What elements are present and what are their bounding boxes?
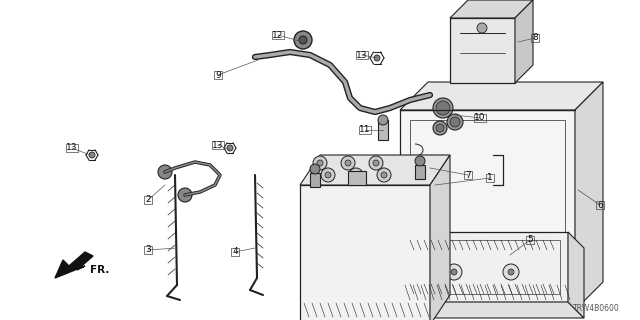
Circle shape: [377, 168, 391, 182]
Bar: [406, 240, 560, 294]
Circle shape: [433, 121, 447, 135]
Circle shape: [373, 160, 379, 166]
Text: 6: 6: [597, 201, 603, 210]
Bar: [474, 114, 486, 122]
Polygon shape: [300, 155, 450, 185]
Circle shape: [178, 188, 192, 202]
Text: FR.: FR.: [90, 265, 109, 275]
Polygon shape: [398, 302, 584, 318]
Text: 4: 4: [232, 247, 238, 257]
Circle shape: [378, 115, 388, 125]
Bar: [531, 34, 539, 42]
Circle shape: [436, 101, 450, 115]
Text: 12: 12: [272, 30, 284, 39]
Polygon shape: [450, 0, 533, 18]
Text: 13: 13: [356, 51, 368, 60]
Polygon shape: [430, 155, 450, 320]
Circle shape: [345, 160, 351, 166]
Bar: [398, 232, 568, 302]
Circle shape: [89, 152, 95, 158]
Polygon shape: [55, 252, 93, 278]
Bar: [596, 201, 604, 209]
Circle shape: [227, 145, 233, 151]
Text: 11: 11: [359, 125, 371, 134]
Bar: [526, 236, 534, 244]
Polygon shape: [575, 82, 603, 310]
Circle shape: [450, 117, 460, 127]
Circle shape: [310, 164, 320, 174]
Text: 3: 3: [145, 245, 151, 254]
Bar: [66, 144, 78, 152]
Text: 13: 13: [212, 140, 224, 149]
Circle shape: [436, 124, 444, 132]
Circle shape: [353, 172, 359, 178]
Bar: [410, 120, 565, 310]
Bar: [144, 196, 152, 204]
Bar: [310, 173, 320, 187]
Circle shape: [313, 156, 327, 170]
Text: 7: 7: [465, 171, 471, 180]
Circle shape: [503, 264, 519, 280]
Circle shape: [374, 55, 380, 61]
Bar: [450, 18, 515, 83]
Circle shape: [381, 172, 387, 178]
Text: 1: 1: [487, 173, 493, 182]
Bar: [400, 110, 575, 310]
Polygon shape: [568, 232, 584, 318]
Circle shape: [325, 172, 331, 178]
Circle shape: [477, 23, 487, 33]
Text: 9: 9: [215, 70, 221, 79]
Bar: [300, 185, 430, 320]
Bar: [464, 171, 472, 179]
Circle shape: [321, 168, 335, 182]
Circle shape: [451, 269, 457, 275]
Bar: [212, 141, 224, 149]
Text: 5: 5: [527, 236, 533, 244]
Circle shape: [415, 156, 425, 166]
Bar: [214, 71, 221, 79]
Polygon shape: [515, 0, 533, 83]
Circle shape: [294, 31, 312, 49]
Polygon shape: [400, 82, 603, 110]
Text: 10: 10: [474, 114, 486, 123]
Bar: [231, 248, 239, 256]
Circle shape: [349, 168, 363, 182]
Circle shape: [369, 156, 383, 170]
Text: 2: 2: [145, 196, 151, 204]
Circle shape: [508, 269, 514, 275]
Bar: [415, 165, 425, 179]
Circle shape: [433, 98, 453, 118]
Bar: [359, 126, 371, 134]
Text: TRW4B0600: TRW4B0600: [573, 304, 620, 313]
Circle shape: [299, 36, 307, 44]
Text: 8: 8: [532, 34, 538, 43]
Bar: [378, 120, 388, 140]
Bar: [348, 171, 366, 185]
Circle shape: [317, 160, 323, 166]
Bar: [144, 246, 152, 254]
Circle shape: [446, 264, 462, 280]
Bar: [356, 51, 368, 59]
Bar: [272, 31, 284, 39]
Circle shape: [447, 114, 463, 130]
Text: 13: 13: [67, 143, 77, 153]
Circle shape: [158, 165, 172, 179]
Circle shape: [341, 156, 355, 170]
Bar: [486, 174, 493, 182]
